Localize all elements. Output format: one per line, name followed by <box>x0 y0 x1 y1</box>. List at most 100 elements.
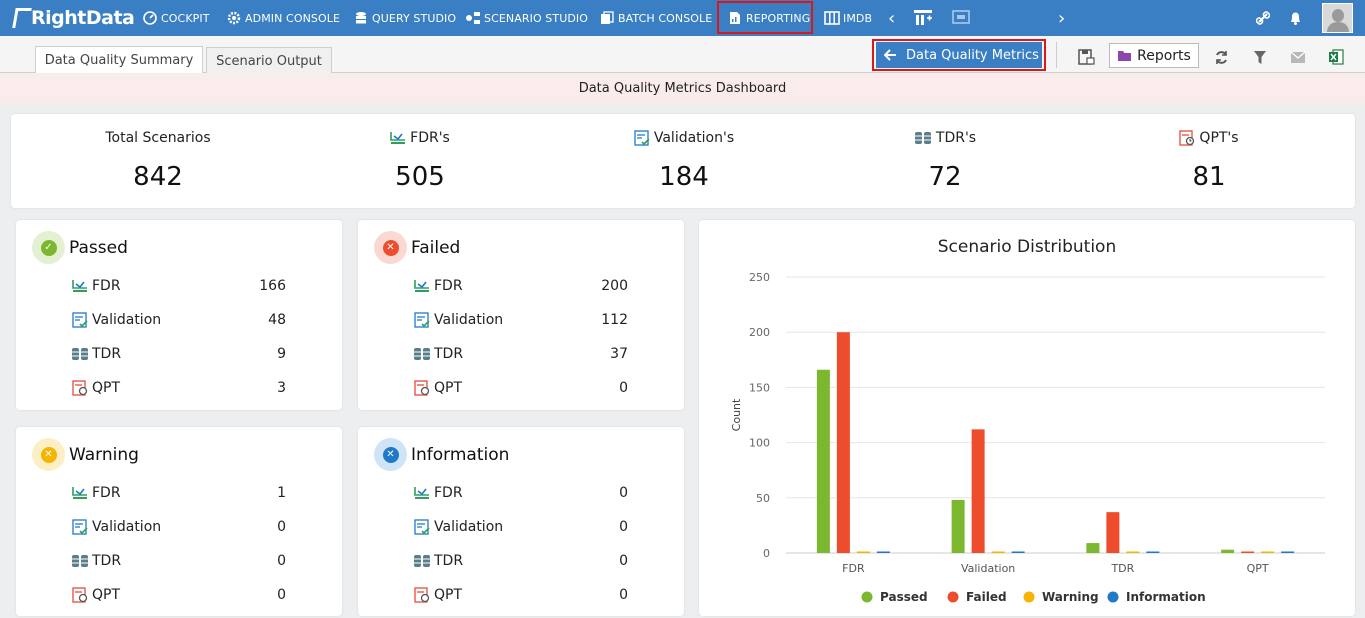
legend-item: Warning <box>1042 590 1099 604</box>
app-logo[interactable]: RightData <box>12 6 135 30</box>
nav-scenario-studio[interactable]: SCENARIO STUDIO <box>465 0 588 36</box>
y-tick-label: 50 <box>756 492 770 505</box>
data-quality-metrics-button[interactable]: Data Quality Metrics <box>876 42 1042 68</box>
list-item: Validation 0 <box>413 517 628 537</box>
qpt-icon <box>413 587 431 603</box>
imdb-icon <box>824 10 840 26</box>
qpt-icon <box>71 587 89 603</box>
legend-item: Failed <box>966 590 1007 604</box>
legend-marker <box>947 591 959 603</box>
scenario-icon <box>465 10 481 26</box>
chart-plot: 0 50 100 150 200 250 Count FDR Validation TDR QPT P… <box>730 271 1325 604</box>
bar-information-tdr <box>1146 551 1160 553</box>
refresh-icon[interactable] <box>1211 47 1231 67</box>
dashboard-title: Data Quality Metrics Dashboard <box>0 73 1365 103</box>
qpt-icon <box>413 380 431 396</box>
total-scenarios-label: Total Scenarios <box>105 130 211 146</box>
nav-query-studio[interactable]: QUERY STUDIO <box>353 0 456 36</box>
filter-icon[interactable] <box>1250 47 1270 67</box>
bar-passed-tdr <box>1086 543 1100 553</box>
fdr-icon <box>413 278 431 294</box>
validation-icon <box>413 312 431 328</box>
tdr-icon <box>413 553 431 569</box>
excel-icon[interactable] <box>1326 47 1346 67</box>
monitor-icon[interactable] <box>952 10 970 26</box>
legend-marker <box>1107 591 1119 603</box>
reporting-highlight <box>717 1 813 34</box>
total-validation-label: Validation's <box>653 130 735 146</box>
nav-cockpit[interactable]: COCKPIT <box>142 0 210 36</box>
grid-add-icon[interactable] <box>914 10 932 26</box>
nav-batch-console[interactable]: BATCH CONSOLE <box>599 0 712 36</box>
list-item: TDR 9 <box>71 344 286 364</box>
total-qpt-label: QPT's <box>1199 130 1239 146</box>
reports-button[interactable]: Reports <box>1109 43 1199 68</box>
nav-admin-console[interactable]: ADMIN CONSOLE <box>226 0 340 36</box>
nav-imdb[interactable]: IMDB <box>824 0 872 36</box>
total-fdr-label: FDR's <box>410 130 450 146</box>
total-tdr-value: 72 <box>928 162 962 192</box>
list-item: QPT 0 <box>413 585 628 605</box>
bar-warning-tdr <box>1126 551 1140 553</box>
fdr-icon <box>71 278 89 294</box>
y-axis-label: Count <box>730 398 743 431</box>
user-avatar[interactable] <box>1322 3 1353 33</box>
tdr-icon <box>71 553 89 569</box>
link-icon[interactable] <box>1256 11 1270 25</box>
list-item: FDR 200 <box>413 276 628 296</box>
y-tick-label: 200 <box>749 326 770 339</box>
batch-icon <box>599 10 615 26</box>
fdr-icon <box>413 485 431 501</box>
total-fdr-value: 505 <box>395 162 445 192</box>
list-item: TDR 0 <box>413 551 628 571</box>
mail-icon[interactable] <box>1288 47 1308 67</box>
qpt-icon <box>1179 130 1195 146</box>
tdr-icon <box>413 346 431 362</box>
bar-warning-fdr <box>856 551 870 553</box>
dqm-highlight <box>872 39 1046 71</box>
validation-icon <box>71 312 89 328</box>
legend-marker <box>861 591 873 603</box>
tab-data-quality-summary[interactable]: Data Quality Summary <box>35 46 203 74</box>
cockpit-icon <box>142 10 158 26</box>
folder-icon <box>1118 50 1132 61</box>
list-item: QPT 0 <box>413 378 628 398</box>
gear-icon <box>226 10 242 26</box>
x-tick-label: QPT <box>1247 562 1269 575</box>
information-title: Information <box>411 445 510 465</box>
list-item: FDR 1 <box>71 483 286 503</box>
warning-card: ✕ Warning FDR 1 Validation 0 TDR 0 QPT 0 <box>16 427 342 616</box>
y-tick-label: 250 <box>749 271 770 284</box>
total-validation-value: 184 <box>659 162 709 192</box>
warning-icon: ✕ <box>40 446 57 463</box>
nav-reporting[interactable]: REPORTING <box>727 0 810 36</box>
nav-next-arrow-icon[interactable]: › <box>1058 8 1066 29</box>
list-item: FDR 0 <box>413 483 628 503</box>
list-item: FDR 166 <box>71 276 286 296</box>
fdr-icon <box>71 485 89 501</box>
bar-warning-qpt <box>1261 551 1275 553</box>
tdr-icon <box>71 346 89 362</box>
tab-scenario-output[interactable]: Scenario Output <box>206 47 332 74</box>
y-tick-label: 150 <box>749 381 770 394</box>
validation-icon <box>413 519 431 535</box>
list-item: TDR 0 <box>71 551 286 571</box>
x-tick-label: TDR <box>1110 562 1134 575</box>
failed-title: Failed <box>411 238 461 258</box>
save-report-icon[interactable] <box>1076 47 1096 67</box>
qpt-icon <box>71 380 89 396</box>
check-icon: ✓ <box>40 239 57 256</box>
bar-failed-tdr <box>1106 512 1120 553</box>
nav-prev-arrow-icon[interactable]: ‹ <box>888 8 896 29</box>
scenario-distribution-chart: Scenario Distribution 0 50 100 150 200 250 Cou… <box>699 220 1355 616</box>
error-icon: ✕ <box>382 239 399 256</box>
total-tdr-label: TDR's <box>935 130 977 146</box>
list-item: QPT 0 <box>71 585 286 605</box>
bell-icon[interactable] <box>1289 11 1302 25</box>
validation-icon <box>71 519 89 535</box>
x-tick-label: FDR <box>842 562 865 575</box>
bar-failed-qpt <box>1241 551 1255 553</box>
y-tick-label: 0 <box>763 547 770 560</box>
y-tick-label: 100 <box>749 437 770 450</box>
total-qpt-value: 81 <box>1192 162 1226 192</box>
